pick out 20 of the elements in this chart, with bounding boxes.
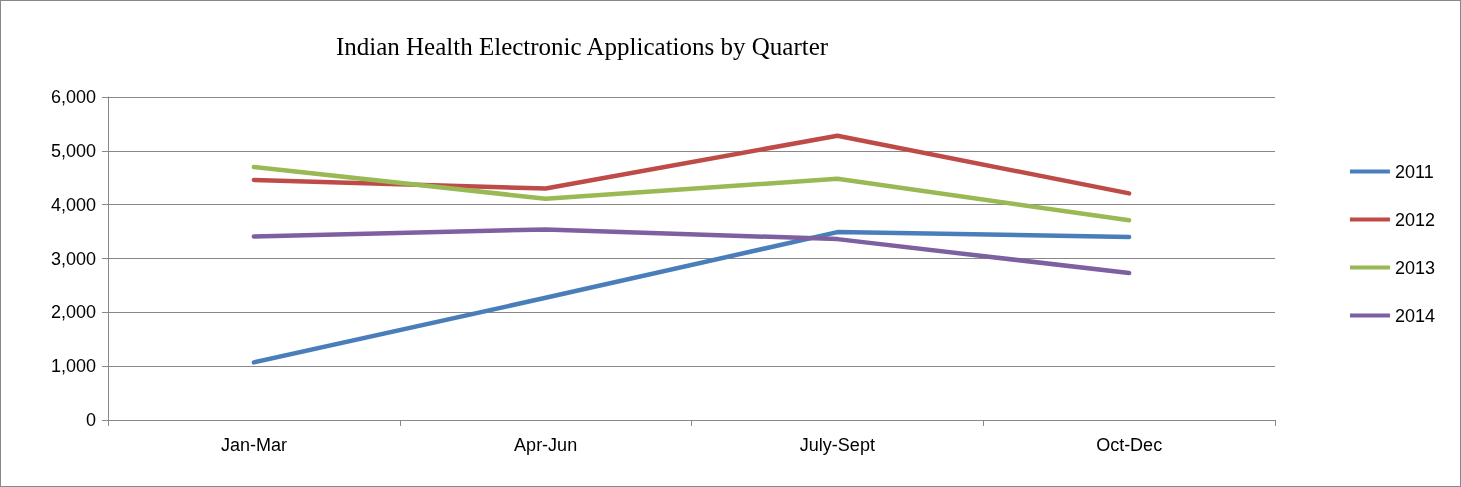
y-tick-label: 0: [85, 410, 96, 430]
chart-title: Indian Health Electronic Applications by Quarter: [335, 33, 829, 60]
x-tick-label: July-Sept: [799, 435, 875, 455]
y-tick-label: 6,000: [50, 87, 96, 107]
x-tick-label: Jan-Mar: [220, 435, 287, 455]
y-tick-label: 2,000: [50, 302, 96, 323]
y-tick-label: 4,000: [50, 194, 96, 215]
line-series: [251, 133, 1132, 196]
y-tick-label: 1,000: [50, 356, 96, 377]
x-tick-label: Apr-Jun: [514, 435, 578, 455]
y-tick-label: 5,000: [50, 140, 96, 161]
legend-label: 2013: [1394, 257, 1435, 278]
line-series: [251, 164, 1132, 223]
legend-label: 2014: [1394, 305, 1435, 326]
line-series: [251, 227, 1132, 276]
line-series: [251, 229, 1132, 365]
legend-label: 2011: [1394, 161, 1434, 182]
legend-label: 2012: [1394, 209, 1435, 230]
y-tick-label: 3,000: [50, 248, 96, 269]
x-tick-label: Oct-Dec: [1096, 435, 1163, 455]
